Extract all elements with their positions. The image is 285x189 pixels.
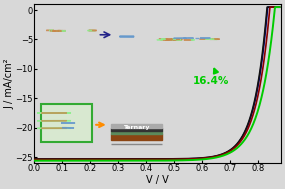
Bar bbox=[111, 134, 162, 139]
Bar bbox=[120, 36, 134, 37]
X-axis label: V / V: V / V bbox=[146, 175, 169, 185]
FancyBboxPatch shape bbox=[41, 104, 92, 143]
Text: 16.4%: 16.4% bbox=[193, 69, 229, 86]
Text: Ternary: Ternary bbox=[123, 125, 150, 130]
Bar bbox=[111, 131, 162, 134]
Bar bbox=[111, 124, 162, 128]
Bar bbox=[119, 36, 134, 37]
Y-axis label: J / mA/cm²: J / mA/cm² bbox=[4, 58, 14, 109]
Bar bbox=[111, 128, 162, 131]
